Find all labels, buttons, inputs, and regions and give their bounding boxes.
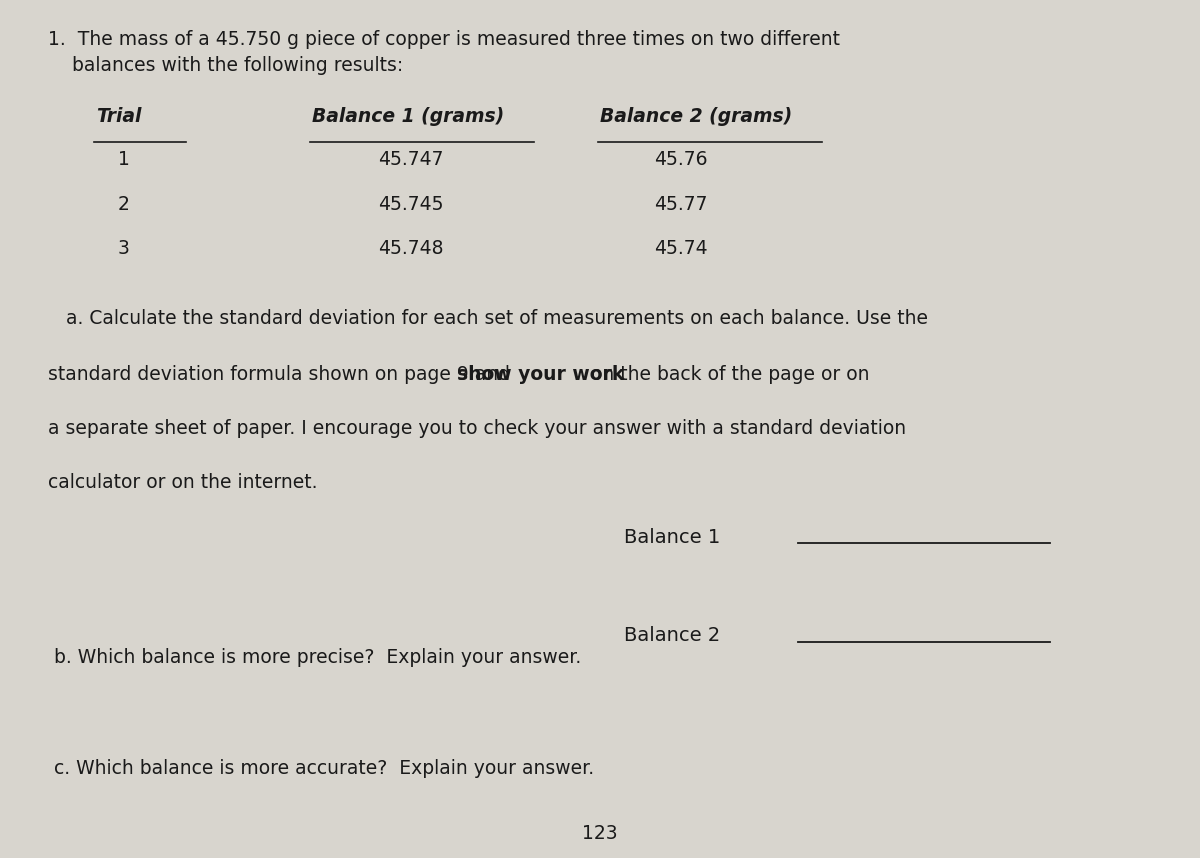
Text: Balance 1 (grams): Balance 1 (grams) <box>312 107 504 126</box>
Text: 45.77: 45.77 <box>654 195 708 214</box>
Text: a. Calculate the standard deviation for each set of measurements on each balance: a. Calculate the standard deviation for … <box>48 309 928 328</box>
Text: a separate sheet of paper. I encourage you to check your answer with a standard : a separate sheet of paper. I encourage y… <box>48 419 906 438</box>
Text: Balance 1: Balance 1 <box>624 528 720 547</box>
Text: balances with the following results:: balances with the following results: <box>48 56 403 75</box>
Text: 45.748: 45.748 <box>378 239 444 258</box>
Text: 1.  The mass of a 45.750 g piece of copper is measured three times on two differ: 1. The mass of a 45.750 g piece of coppe… <box>48 30 840 49</box>
Text: 3: 3 <box>118 239 130 258</box>
Text: b. Which balance is more precise?  Explain your answer.: b. Which balance is more precise? Explai… <box>48 648 581 667</box>
Text: 123: 123 <box>582 824 618 843</box>
Text: 1: 1 <box>118 150 130 169</box>
Text: Balance 2 (grams): Balance 2 (grams) <box>600 107 792 126</box>
Text: show your work: show your work <box>457 365 624 384</box>
Text: 45.76: 45.76 <box>654 150 708 169</box>
Text: calculator or on the internet.: calculator or on the internet. <box>48 473 318 492</box>
Text: c. Which balance is more accurate?  Explain your answer.: c. Which balance is more accurate? Expla… <box>48 759 594 778</box>
Text: on the back of the page or on: on the back of the page or on <box>584 365 869 384</box>
Text: 45.74: 45.74 <box>654 239 708 258</box>
Text: 2: 2 <box>118 195 130 214</box>
Text: standard deviation formula shown on page 9 and: standard deviation formula shown on page… <box>48 365 516 384</box>
Text: 45.745: 45.745 <box>378 195 444 214</box>
Text: Trial: Trial <box>96 107 142 126</box>
Text: 45.747: 45.747 <box>378 150 444 169</box>
Text: Balance 2: Balance 2 <box>624 626 720 645</box>
